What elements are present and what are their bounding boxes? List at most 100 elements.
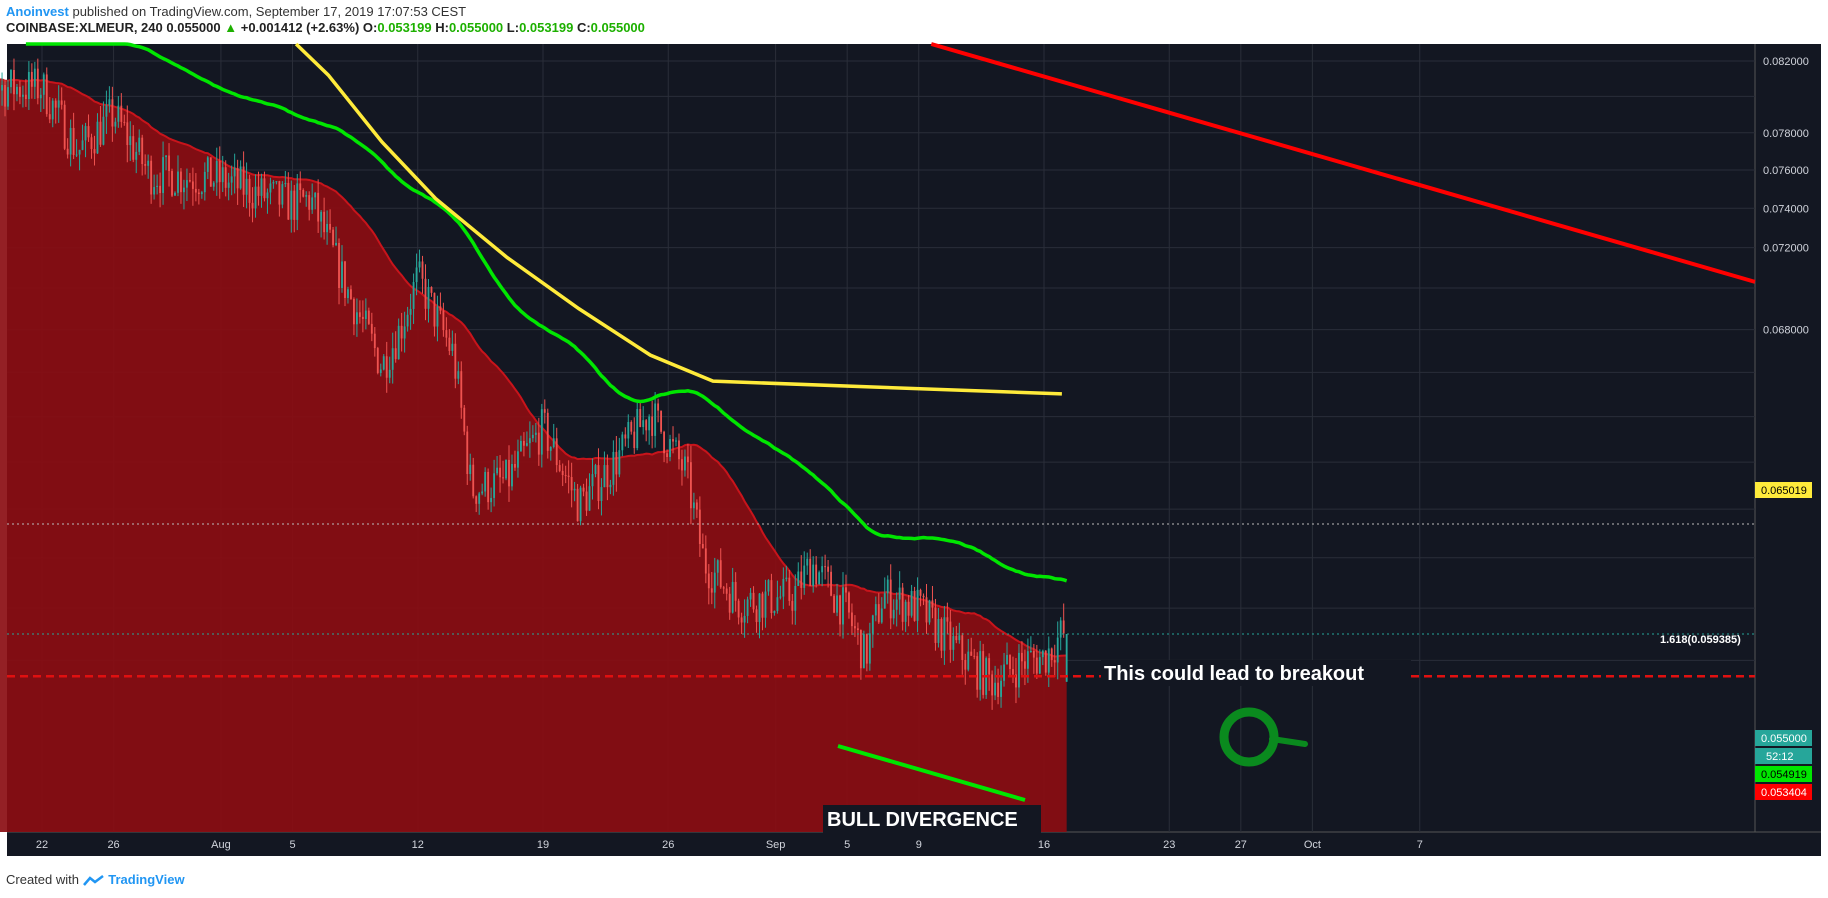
- candle-body: [1009, 655, 1011, 669]
- candle: [19, 80, 21, 105]
- candle-body: [564, 475, 567, 477]
- candle-body: [821, 566, 824, 573]
- candle: [84, 122, 87, 158]
- candle-body: [514, 463, 516, 468]
- candle-body: [421, 261, 424, 279]
- candle: [585, 478, 588, 516]
- candle-body: [1044, 650, 1047, 673]
- time-tick-label: Sep: [766, 839, 786, 851]
- candle: [663, 430, 665, 463]
- candle-body: [851, 612, 853, 627]
- divergence-label[interactable]: BULL DIVERGENCE: [827, 809, 1018, 831]
- candle: [707, 564, 710, 605]
- candle: [388, 356, 391, 384]
- time-tick-label: 27: [1235, 839, 1247, 851]
- candle-body: [1035, 657, 1038, 674]
- candle-body: [347, 289, 349, 298]
- candle: [174, 191, 176, 196]
- price-axis[interactable]: [1755, 44, 1821, 832]
- candle-body: [684, 456, 686, 471]
- candle: [466, 425, 469, 485]
- candle-body: [1065, 634, 1068, 682]
- price-chart[interactable]: 0.082000 0.078000 0.076000 0.074000 0.072000…: [0, 40, 1828, 860]
- candle-body: [153, 187, 156, 195]
- candle: [75, 139, 78, 158]
- candle-body: [982, 651, 985, 695]
- candle: [269, 177, 272, 205]
- candle: [505, 459, 507, 481]
- candle-body: [859, 630, 862, 669]
- candle-body: [642, 420, 645, 428]
- candle-body: [967, 651, 970, 670]
- candle: [895, 592, 898, 627]
- candle: [63, 100, 66, 151]
- candle: [871, 614, 874, 648]
- candle: [36, 58, 39, 105]
- candle: [165, 155, 167, 171]
- candle-body: [248, 178, 251, 203]
- candle: [1053, 644, 1056, 677]
- candle: [415, 253, 418, 296]
- candle-body: [108, 99, 111, 106]
- candle-body: [335, 242, 337, 246]
- tradingview-brand[interactable]: TradingView: [108, 872, 185, 887]
- candle: [749, 588, 752, 607]
- candle: [278, 180, 281, 217]
- author-link[interactable]: Anoinvest: [6, 4, 69, 19]
- breakout-label[interactable]: This could lead to breakout: [1104, 663, 1364, 685]
- candle: [200, 190, 203, 199]
- candle: [991, 670, 994, 710]
- candle-body: [856, 628, 859, 631]
- candle-body: [388, 369, 391, 378]
- candle-body: [332, 229, 334, 246]
- candle: [57, 85, 60, 123]
- candle: [603, 451, 606, 488]
- candle: [898, 571, 901, 615]
- candle-body: [36, 68, 39, 99]
- price-badges: 0.065019 0.055000 52:12 0.054919 0.05340…: [1755, 482, 1812, 800]
- candle-body: [10, 69, 12, 88]
- candle-body: [430, 287, 433, 293]
- countdown-value: 52:12: [1766, 751, 1794, 763]
- candle: [281, 181, 284, 209]
- candle-body: [522, 440, 525, 446]
- candle: [180, 168, 182, 204]
- candle: [958, 622, 961, 644]
- candle: [108, 86, 111, 113]
- candle: [528, 421, 531, 458]
- candle: [567, 460, 570, 494]
- candle-body: [594, 465, 597, 475]
- candle-body: [120, 105, 123, 122]
- ma-red-line: [0, 78, 1067, 658]
- candle: [716, 559, 719, 586]
- candle-body: [958, 635, 961, 641]
- candle: [21, 85, 24, 108]
- candle: [803, 551, 806, 595]
- candle-body: [439, 306, 442, 311]
- candle: [499, 455, 501, 493]
- candle: [314, 191, 317, 210]
- time-tick-label: Aug: [211, 839, 231, 851]
- candle-body: [779, 596, 782, 598]
- candle-body: [764, 591, 767, 618]
- candle: [478, 491, 481, 515]
- divergence-line[interactable]: [837, 744, 1026, 802]
- candle-body: [976, 656, 979, 690]
- candle-body: [713, 572, 716, 593]
- candle: [10, 69, 12, 94]
- candle-body: [251, 202, 254, 209]
- time-axis[interactable]: [7, 832, 1821, 856]
- candle: [588, 473, 591, 511]
- high-value: 0.055000: [448, 20, 504, 35]
- candle: [1044, 650, 1047, 676]
- countdown-badge: [1755, 748, 1812, 764]
- candle: [138, 129, 141, 156]
- candle: [451, 330, 454, 357]
- red-trendline: [930, 42, 1756, 284]
- price-tick-label: 0.072000: [1763, 243, 1809, 255]
- candle: [245, 162, 248, 209]
- candle-body: [75, 154, 78, 156]
- ma-area-fill: [0, 78, 1067, 832]
- candle: [657, 398, 660, 423]
- candle-body: [663, 431, 665, 454]
